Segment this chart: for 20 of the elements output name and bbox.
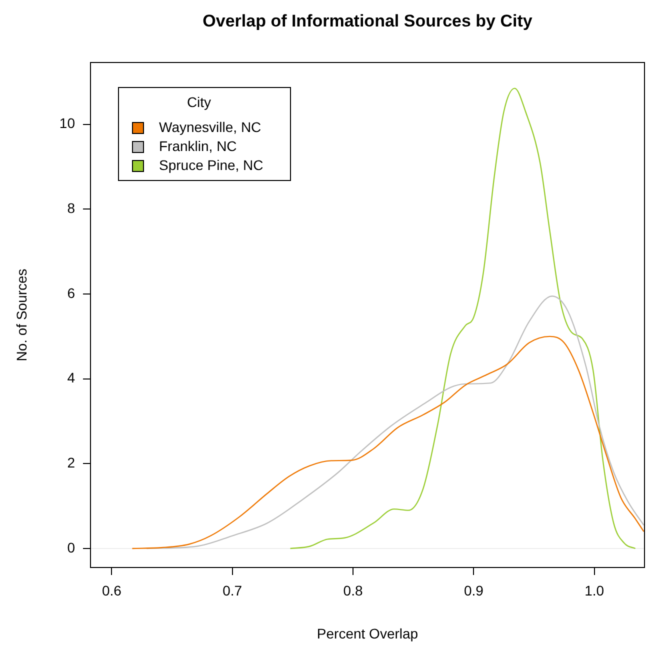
legend-label: Waynesville, NC xyxy=(159,118,262,135)
x-axis-title: Percent Overlap xyxy=(316,625,418,642)
line-series xyxy=(290,88,636,550)
y-tick-label: 2 xyxy=(67,454,76,471)
legend-title: City xyxy=(186,94,212,110)
y-tick-label: 6 xyxy=(67,284,76,301)
x-tick-label: 1.0 xyxy=(584,582,604,598)
y-tick-label: 10 xyxy=(59,115,76,132)
legend-label: Spruce Pine, NC xyxy=(159,156,264,173)
line-series xyxy=(132,336,644,550)
y-tick-label: 8 xyxy=(67,200,76,216)
chart-title: Overlap of Informational Sources by City xyxy=(202,12,533,31)
y-tick-label: 4 xyxy=(67,370,76,386)
x-tick-label: 0.7 xyxy=(222,582,242,598)
y-tick-label: 0 xyxy=(67,539,76,556)
y-axis-title: No. of Sources xyxy=(13,268,30,362)
x-tick-label: 0.8 xyxy=(343,582,363,598)
x-tick-label: 0.9 xyxy=(464,582,484,598)
legend-label: Franklin, NC xyxy=(159,138,237,154)
x-tick-label: 0.6 xyxy=(102,582,122,598)
